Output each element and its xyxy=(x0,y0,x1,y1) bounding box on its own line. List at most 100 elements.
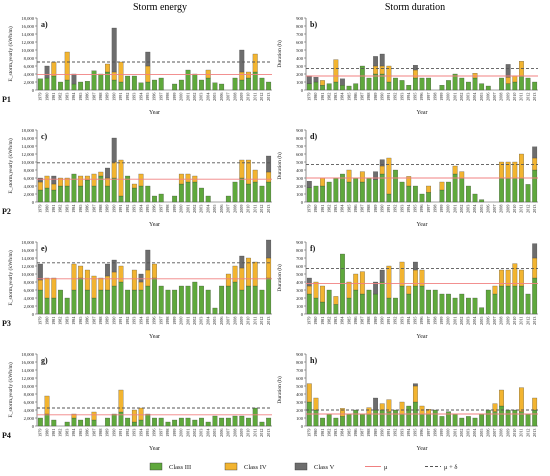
y-tick-label: 200 xyxy=(296,408,304,413)
bar-class-v xyxy=(239,255,245,269)
bar-class-iii xyxy=(379,281,385,315)
x-tick-label: 2008 xyxy=(232,429,237,437)
y-tick-label: 2,000 xyxy=(24,304,35,310)
x-tick-label: 1983 xyxy=(64,205,69,213)
bar-class-iii xyxy=(340,85,345,91)
x-tick-label: 1998 xyxy=(432,205,437,213)
y-tick-label: 14,000 xyxy=(21,32,34,38)
y-tick-label: 300 xyxy=(296,176,304,181)
y-tick-label: 6,000 xyxy=(24,400,35,406)
bar-class-iii xyxy=(426,192,432,203)
y-tick-label: 900 xyxy=(296,16,304,21)
y-tick-label: 900 xyxy=(296,240,304,245)
x-tick-label: 2003 xyxy=(199,93,204,101)
bar-class-iii xyxy=(138,185,144,203)
x-tick-label: 1997 xyxy=(426,205,431,213)
bar-class-iii xyxy=(446,411,451,427)
y-tick-label: 500 xyxy=(296,272,304,277)
bar-class-iii xyxy=(185,417,191,427)
header-storm-energy: Storm energy xyxy=(133,2,187,13)
bar-class-iii xyxy=(439,85,445,91)
bar-class-iv xyxy=(359,271,365,295)
bar-class-iii xyxy=(219,285,225,315)
bar-class-iv xyxy=(346,169,352,183)
bar-class-v xyxy=(266,155,272,173)
x-tick-label: 2011 xyxy=(252,317,257,325)
bar-class-iii xyxy=(412,185,418,203)
x-tick-label: 2001 xyxy=(452,93,457,101)
bar-class-iii xyxy=(399,285,405,315)
bar-class-iii xyxy=(386,81,392,91)
bar-class-iii xyxy=(353,83,359,91)
x-tick-label: 1999 xyxy=(172,317,177,325)
bar-class-iv xyxy=(37,279,43,291)
bar-class-v xyxy=(532,243,538,259)
bar-class-iii xyxy=(78,81,84,91)
x-tick-label: 2006 xyxy=(219,429,224,437)
bar-class-iv xyxy=(37,181,43,191)
x-tick-label: 2010 xyxy=(512,429,517,437)
bar-class-v xyxy=(37,177,43,183)
bar-class-iii xyxy=(232,77,238,91)
bar-class-iii xyxy=(485,409,491,427)
bar-class-iv xyxy=(84,175,90,181)
x-tick-label: 2008 xyxy=(232,93,237,101)
bar-class-iv xyxy=(379,65,385,75)
bar-class-iii xyxy=(466,297,471,315)
bar-class-iii xyxy=(84,179,90,203)
bar-class-iii xyxy=(532,81,538,91)
bar-class-iii xyxy=(333,417,339,427)
x-tick-label: 2008 xyxy=(499,205,504,213)
bar-class-iii xyxy=(145,285,151,315)
bar-class-iii xyxy=(172,289,178,315)
bar-class-v xyxy=(313,77,319,83)
bar-class-iii xyxy=(131,187,137,203)
bar-class-iii xyxy=(373,179,378,203)
y-tick-label: 800 xyxy=(296,136,304,141)
x-tick-label: 2012 xyxy=(259,317,264,325)
bar-class-iii xyxy=(525,293,531,315)
bar-class-iv xyxy=(118,159,124,197)
x-tick-label: 2011 xyxy=(519,317,524,325)
x-tick-label: 1985 xyxy=(346,93,351,101)
x-tick-label: 2009 xyxy=(505,317,510,325)
y-tick-label: 600 xyxy=(296,152,304,157)
y-tick-label: 600 xyxy=(296,264,304,269)
bar-class-iii xyxy=(37,189,43,203)
bar-class-iv xyxy=(379,165,385,175)
y-axis-label: E_storm,yearly (kWh/m) xyxy=(7,138,14,193)
bar-class-iii xyxy=(205,289,211,315)
bar-class-iv xyxy=(359,171,365,183)
x-tick-label: 1985 xyxy=(346,429,351,437)
bar-class-iii xyxy=(64,185,70,203)
x-tick-label: 1994 xyxy=(406,204,411,213)
y-tick-label: 16,000 xyxy=(21,24,34,30)
x-tick-label: 1986 xyxy=(85,317,90,325)
bar-class-iii xyxy=(185,285,191,315)
x-tick-label: 1982 xyxy=(58,205,63,213)
bar-class-iii xyxy=(71,83,77,91)
bar-class-iii xyxy=(118,195,124,203)
x-tick-label: 2012 xyxy=(259,93,264,101)
bar-class-iii xyxy=(306,83,312,91)
x-tick-label: 2009 xyxy=(239,93,244,101)
x-tick-label: 1990 xyxy=(379,205,384,213)
bar-class-iii xyxy=(406,405,412,427)
x-tick-label: 1984 xyxy=(340,428,345,437)
bar-class-iii xyxy=(192,281,198,315)
bar-class-iv xyxy=(78,265,84,279)
bar-class-iii xyxy=(346,297,352,315)
x-tick-label: 1996 xyxy=(152,205,157,213)
x-tick-label: 2004 xyxy=(205,316,210,325)
x-tick-label: 1980 xyxy=(44,429,49,437)
y-tick-label: 18,000 xyxy=(21,128,34,134)
bar-class-iii xyxy=(212,415,218,427)
bar-class-iii xyxy=(84,289,90,315)
bar-class-iii xyxy=(386,193,392,203)
x-tick-label: 1999 xyxy=(439,429,444,437)
bar-class-iii xyxy=(205,421,211,427)
bar-class-iii xyxy=(386,297,392,315)
x-tick-label: 2005 xyxy=(212,93,217,101)
bar-class-iv xyxy=(320,80,325,86)
x-tick-label: 2009 xyxy=(505,205,510,213)
